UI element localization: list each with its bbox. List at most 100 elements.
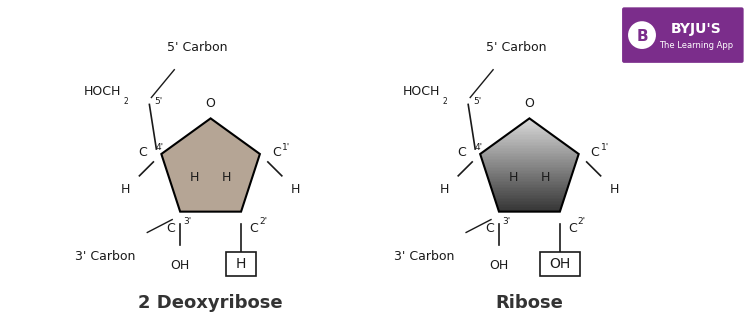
Bar: [472, 148, 586, 150]
Text: 4': 4': [474, 143, 482, 151]
Text: B: B: [636, 29, 648, 44]
Text: HOCH: HOCH: [403, 85, 440, 98]
Text: C: C: [458, 146, 466, 159]
Bar: [472, 142, 586, 144]
Bar: [472, 159, 586, 161]
Bar: [472, 173, 586, 175]
Bar: [472, 190, 586, 192]
Text: H: H: [440, 183, 449, 196]
Bar: [472, 154, 586, 156]
Bar: [472, 179, 586, 181]
Bar: [472, 126, 586, 128]
Text: H: H: [236, 257, 246, 271]
Bar: [472, 151, 586, 153]
Bar: [472, 146, 586, 149]
FancyBboxPatch shape: [226, 252, 256, 276]
Text: HOCH: HOCH: [84, 85, 122, 98]
Text: H: H: [291, 183, 301, 196]
Bar: [472, 199, 586, 201]
Text: 3': 3': [502, 216, 510, 226]
Bar: [472, 132, 586, 135]
Bar: [472, 204, 586, 206]
Bar: [472, 131, 586, 133]
Bar: [472, 202, 586, 204]
Bar: [472, 181, 586, 183]
Text: 5' Carbon: 5' Carbon: [167, 41, 227, 54]
Bar: [472, 152, 586, 155]
Bar: [472, 124, 586, 127]
Bar: [472, 137, 586, 139]
Text: H: H: [190, 171, 200, 184]
Bar: [472, 168, 586, 170]
Text: H: H: [222, 171, 231, 184]
Text: O: O: [206, 98, 215, 111]
Text: H: H: [121, 183, 130, 196]
Text: 5': 5': [154, 97, 163, 106]
Bar: [472, 136, 586, 137]
Bar: [472, 129, 586, 131]
Bar: [472, 167, 586, 169]
Bar: [472, 128, 586, 130]
Bar: [472, 140, 586, 142]
Bar: [472, 209, 586, 211]
Bar: [472, 165, 586, 167]
Text: H: H: [610, 183, 620, 196]
Text: 2: 2: [124, 97, 128, 106]
Bar: [472, 193, 586, 195]
Bar: [472, 170, 586, 172]
Text: 2': 2': [259, 216, 267, 226]
Text: C: C: [166, 222, 176, 235]
Bar: [472, 176, 586, 178]
Text: C: C: [591, 146, 599, 159]
Bar: [472, 185, 586, 187]
Bar: [472, 191, 586, 193]
Bar: [472, 143, 586, 145]
Text: 5' Carbon: 5' Carbon: [486, 41, 546, 54]
Bar: [472, 134, 586, 136]
Text: O: O: [524, 98, 534, 111]
Text: H: H: [509, 171, 518, 184]
Bar: [472, 163, 586, 165]
Text: 1': 1': [282, 143, 290, 151]
Text: The Learning App: The Learning App: [658, 41, 733, 49]
Bar: [472, 157, 586, 159]
Bar: [472, 196, 586, 198]
Bar: [472, 177, 586, 179]
Text: C: C: [249, 222, 258, 235]
Text: C: C: [272, 146, 280, 159]
Text: OH: OH: [489, 259, 508, 272]
Circle shape: [628, 21, 656, 49]
Bar: [472, 207, 586, 209]
Bar: [472, 171, 586, 173]
Text: 2 Deoxyribose: 2 Deoxyribose: [138, 294, 283, 312]
Bar: [472, 162, 586, 164]
Bar: [472, 123, 586, 125]
Text: 3' Carbon: 3' Carbon: [394, 250, 454, 263]
Text: C: C: [485, 222, 494, 235]
Bar: [472, 201, 586, 203]
Text: 4': 4': [155, 143, 164, 151]
Text: Ribose: Ribose: [496, 294, 563, 312]
Bar: [472, 150, 586, 151]
Bar: [472, 182, 586, 184]
Text: 2: 2: [442, 97, 447, 106]
Bar: [472, 184, 586, 186]
Bar: [472, 205, 586, 207]
Text: 3': 3': [183, 216, 191, 226]
Text: C: C: [568, 222, 577, 235]
Bar: [472, 145, 586, 147]
Text: OH: OH: [170, 259, 190, 272]
Bar: [472, 120, 586, 122]
Bar: [472, 195, 586, 197]
Bar: [472, 118, 586, 121]
Bar: [472, 198, 586, 200]
Text: OH: OH: [549, 257, 571, 271]
Text: H: H: [541, 171, 550, 184]
Text: 5': 5': [473, 97, 482, 106]
Bar: [472, 156, 586, 158]
FancyBboxPatch shape: [622, 7, 744, 63]
Bar: [472, 122, 586, 124]
Bar: [472, 174, 586, 176]
Bar: [472, 187, 586, 189]
Bar: [472, 160, 586, 162]
